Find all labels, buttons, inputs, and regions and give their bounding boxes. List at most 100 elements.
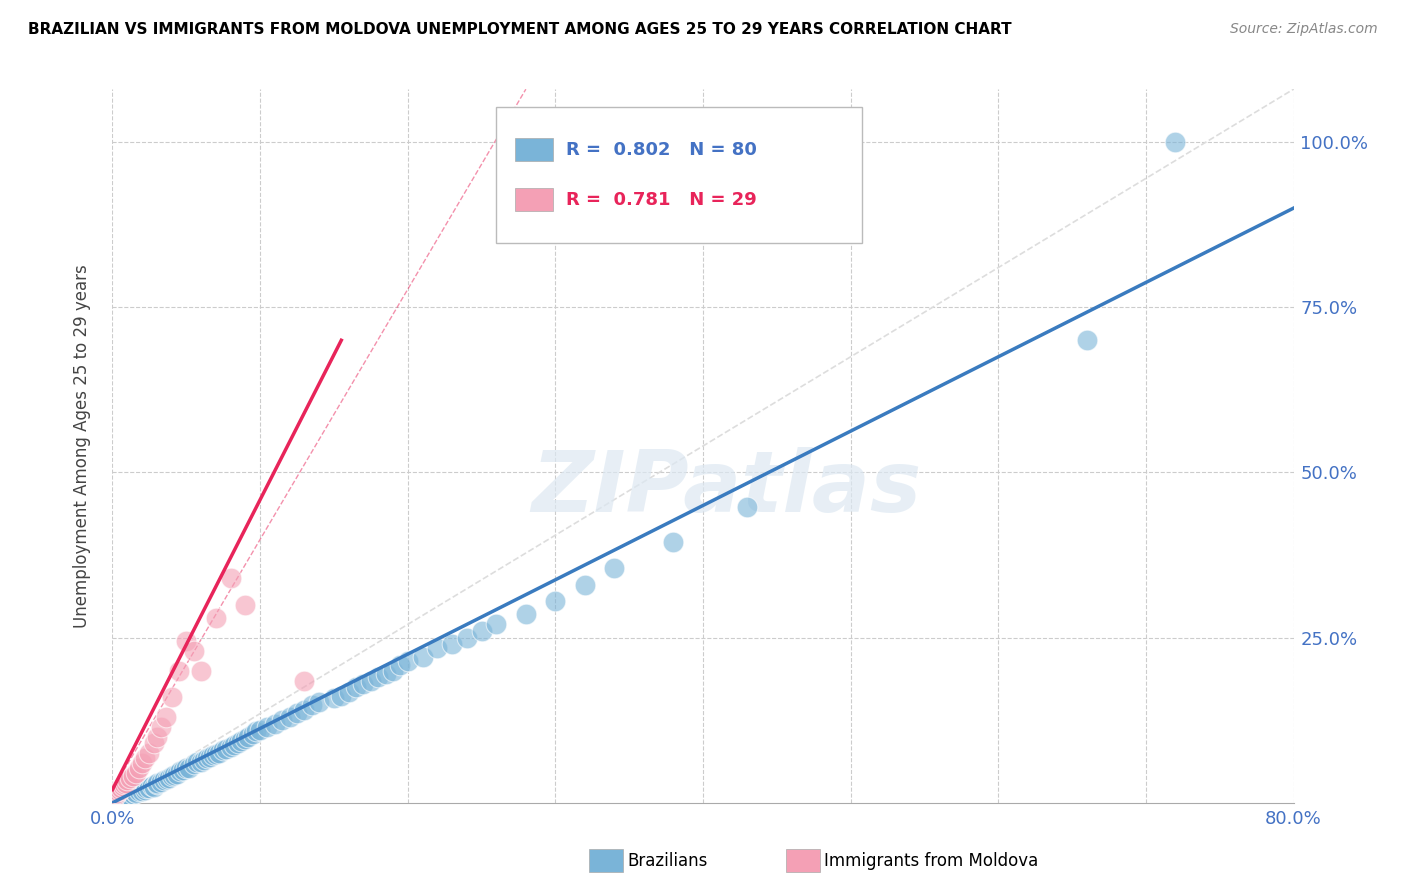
Point	[222, 738, 245, 752]
Point	[114, 776, 136, 790]
Point	[134, 782, 156, 797]
Point	[212, 743, 235, 757]
Point	[141, 779, 163, 793]
Point	[367, 670, 389, 684]
FancyBboxPatch shape	[515, 138, 553, 161]
Point	[515, 607, 537, 622]
Point	[150, 774, 173, 789]
Point	[226, 736, 249, 750]
Point	[308, 695, 330, 709]
Point	[160, 769, 183, 783]
Point	[396, 654, 419, 668]
Point	[120, 789, 142, 804]
Point	[128, 761, 150, 775]
Point	[179, 761, 201, 775]
Point	[108, 790, 131, 805]
Point	[344, 680, 367, 694]
Point	[169, 764, 191, 778]
Point	[441, 637, 464, 651]
Point	[122, 787, 145, 801]
Point	[174, 634, 197, 648]
Point	[485, 617, 508, 632]
Point	[120, 771, 142, 785]
Text: Immigrants from Moldova: Immigrants from Moldova	[824, 852, 1038, 870]
Y-axis label: Unemployment Among Ages 25 to 29 years: Unemployment Among Ages 25 to 29 years	[73, 264, 91, 628]
Point	[249, 723, 271, 738]
Point	[146, 730, 169, 744]
Point	[172, 763, 194, 777]
Point	[112, 789, 135, 804]
Text: R =  0.781   N = 29: R = 0.781 N = 29	[567, 191, 756, 209]
Point	[238, 730, 260, 744]
Point	[292, 673, 315, 688]
Point	[544, 594, 567, 608]
Point	[411, 650, 433, 665]
Point	[352, 677, 374, 691]
Point	[105, 786, 128, 800]
Point	[337, 685, 360, 699]
Point	[264, 716, 287, 731]
Point	[156, 772, 179, 786]
FancyBboxPatch shape	[496, 107, 862, 243]
Text: Brazilians: Brazilians	[627, 852, 707, 870]
Point	[150, 720, 173, 734]
Point	[205, 747, 228, 761]
Point	[201, 748, 224, 763]
Point	[219, 739, 242, 754]
Point	[574, 578, 596, 592]
Point	[1076, 333, 1098, 347]
Point	[166, 766, 188, 780]
Point	[160, 690, 183, 704]
Point	[374, 667, 396, 681]
Point	[1164, 135, 1187, 149]
Point	[382, 664, 405, 678]
Point	[125, 786, 148, 800]
Point	[256, 720, 278, 734]
Point	[208, 746, 231, 760]
Text: BRAZILIAN VS IMMIGRANTS FROM MOLDOVA UNEMPLOYMENT AMONG AGES 25 TO 29 YEARS CORR: BRAZILIAN VS IMMIGRANTS FROM MOLDOVA UNE…	[28, 22, 1012, 37]
Point	[330, 689, 353, 703]
Point	[215, 741, 238, 756]
Point	[155, 710, 177, 724]
Point	[128, 784, 150, 798]
Point	[112, 777, 135, 791]
Point	[603, 561, 626, 575]
Point	[198, 749, 221, 764]
Point	[167, 664, 190, 678]
Point	[111, 779, 134, 793]
Point	[190, 664, 212, 678]
Point	[183, 757, 205, 772]
Point	[138, 781, 160, 796]
Point	[470, 624, 494, 638]
Point	[233, 598, 256, 612]
Point	[190, 755, 212, 769]
Point	[117, 772, 138, 787]
Point	[117, 788, 138, 802]
Point	[737, 500, 759, 514]
Point	[389, 658, 412, 673]
Point	[195, 751, 218, 765]
Point	[174, 761, 197, 775]
Point	[125, 766, 148, 780]
Point	[242, 727, 264, 741]
Point	[135, 781, 157, 796]
Point	[301, 698, 323, 712]
Point	[360, 673, 382, 688]
Point	[163, 768, 186, 782]
Point	[122, 769, 145, 783]
FancyBboxPatch shape	[515, 188, 553, 211]
Point	[124, 785, 146, 799]
Point	[153, 773, 176, 788]
Point	[229, 733, 252, 747]
Point	[278, 710, 301, 724]
Point	[271, 713, 294, 727]
Point	[662, 534, 685, 549]
Point	[142, 780, 165, 794]
Point	[456, 631, 478, 645]
Point	[292, 703, 315, 717]
Text: ZIPatlas: ZIPatlas	[531, 447, 922, 531]
Text: R =  0.802   N = 80: R = 0.802 N = 80	[567, 141, 756, 159]
Point	[131, 756, 153, 771]
Point	[146, 777, 169, 791]
Point	[193, 753, 215, 767]
